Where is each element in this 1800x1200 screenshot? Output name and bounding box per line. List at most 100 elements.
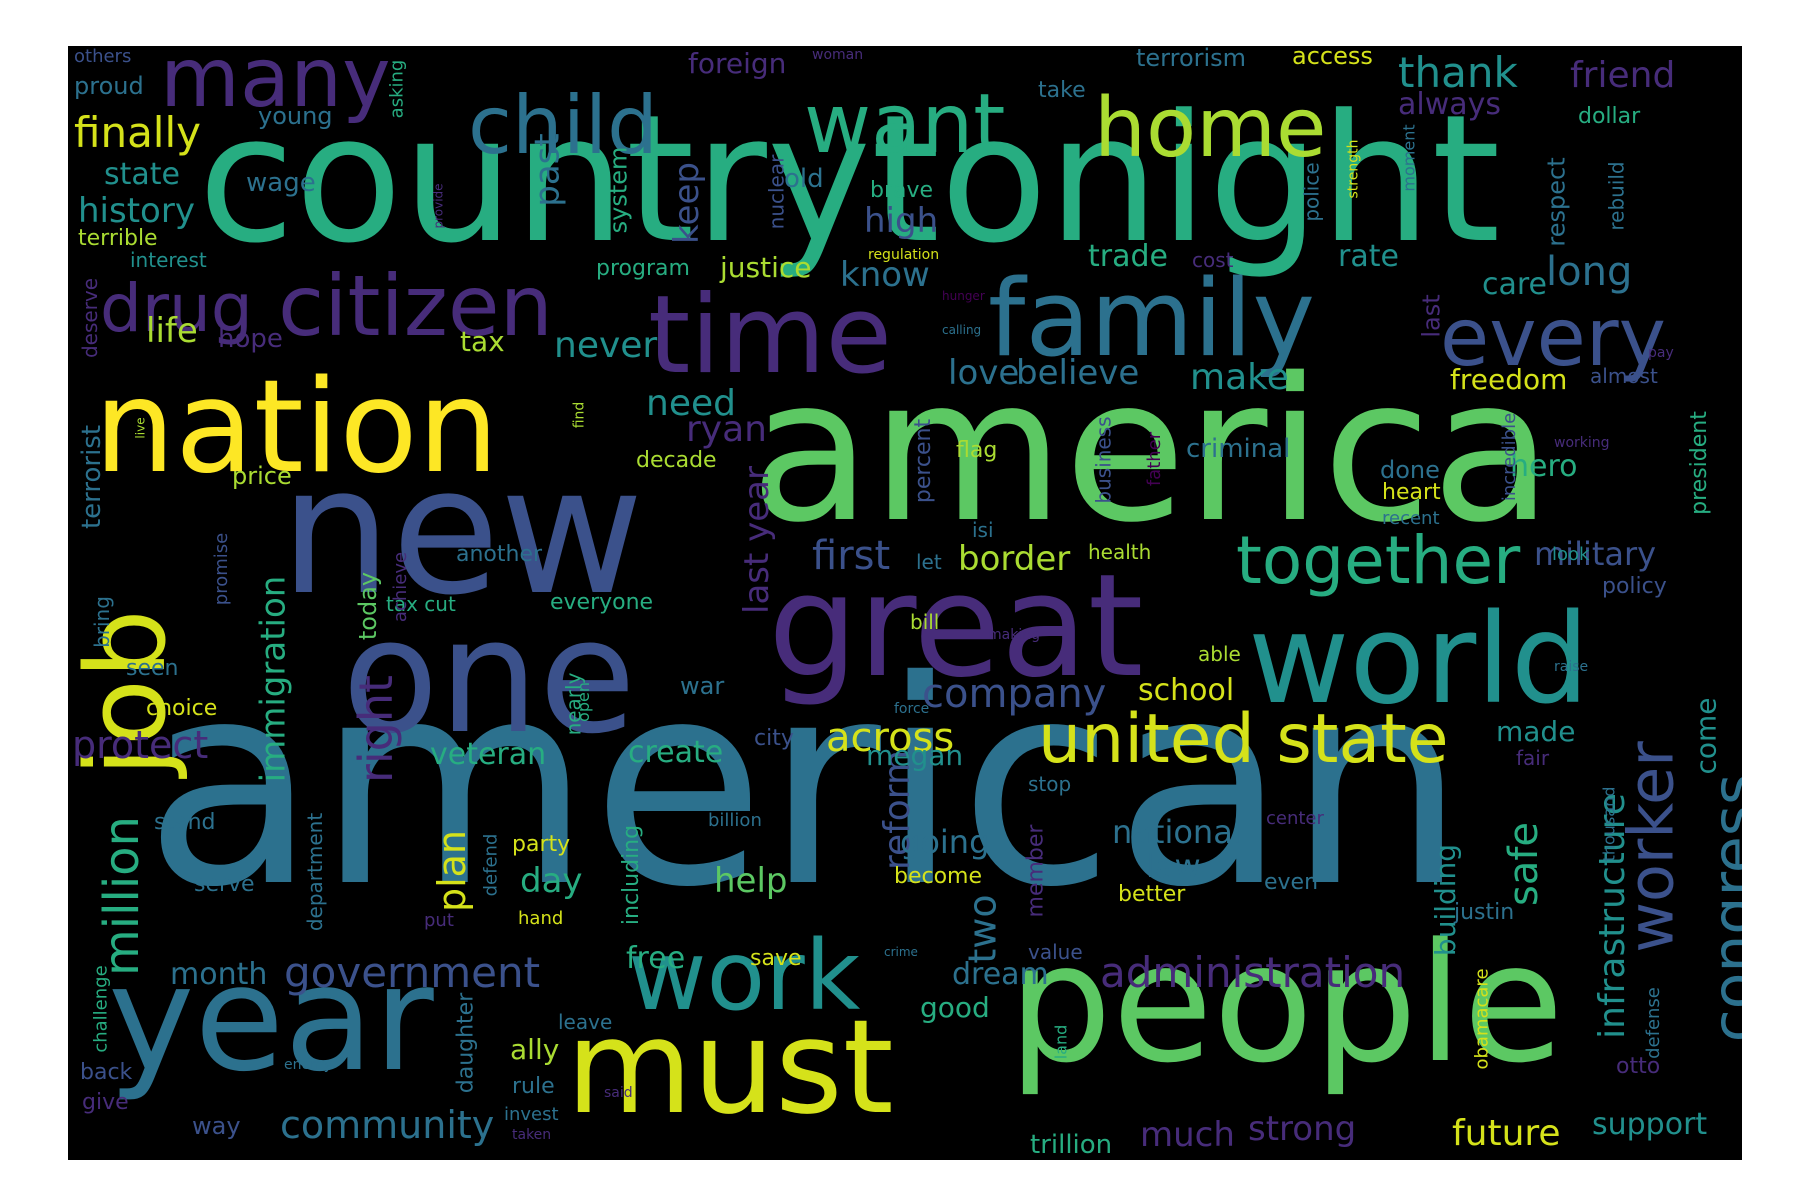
word-freedom: freedom <box>1450 363 1568 396</box>
word-rebuild: rebuild <box>1604 161 1629 231</box>
word-last: last <box>1417 294 1446 338</box>
word-dollar: dollar <box>1578 104 1641 129</box>
word-megan: megan <box>866 739 964 772</box>
word-including: including <box>619 824 645 926</box>
word-brave: brave <box>870 178 934 203</box>
word-serve: serve <box>194 872 255 897</box>
word-congress: congress <box>1699 773 1742 1043</box>
word-done: done <box>1380 456 1440 484</box>
word-company: company <box>922 671 1107 717</box>
word-stop: stop <box>1028 772 1072 796</box>
word-hand: hand <box>518 908 564 929</box>
word-center: center <box>1266 808 1324 829</box>
word-pay: pay <box>1648 345 1674 361</box>
word-good: good <box>920 991 990 1024</box>
word-tax-cut: tax cut <box>386 592 456 616</box>
word-administration: administration <box>1100 948 1406 997</box>
word-invest: invest <box>504 1104 559 1125</box>
word-provide: provide <box>431 183 446 229</box>
word-daughter: daughter <box>453 992 479 1094</box>
word-plan: plan <box>430 829 475 913</box>
word-support: support <box>1592 1107 1708 1142</box>
word-open: open <box>573 682 593 722</box>
word-terrible: terrible <box>78 226 158 251</box>
word-school: school <box>1138 673 1235 708</box>
word-finally: finally <box>74 108 202 157</box>
word-member: member <box>1023 824 1049 918</box>
word-achieve: achieve <box>390 551 412 623</box>
word-community: community <box>280 1103 495 1147</box>
word-promise: promise <box>211 532 233 606</box>
word-take: take <box>1038 78 1086 103</box>
word-veteran: veteran <box>430 737 547 772</box>
word-nation: nation <box>94 353 499 502</box>
word-crime: crime <box>884 945 918 959</box>
word-right: right <box>349 674 404 784</box>
word-come: come <box>1689 697 1723 775</box>
word-wage: wage <box>246 168 316 198</box>
word-cloud: american america countrytonight new peop… <box>68 46 1742 1160</box>
word-find: find <box>571 401 588 429</box>
word-new: new <box>280 429 644 634</box>
word-health: health <box>1088 540 1152 564</box>
word-time: time <box>648 273 893 398</box>
word-across: across <box>826 715 955 761</box>
word-calling: calling <box>942 323 982 337</box>
word-last-year: last year <box>737 466 777 614</box>
word-deserve: deserve <box>78 277 103 359</box>
word-able: able <box>1198 642 1241 666</box>
word-great: great <box>768 544 1144 709</box>
word-enemy: enemy <box>284 1057 333 1073</box>
word-million: million <box>93 816 150 976</box>
word-recent: recent <box>1382 508 1440 529</box>
word-isi: isi <box>972 518 994 542</box>
word-thank: thank <box>1398 48 1518 97</box>
word-nuclear: nuclear <box>764 154 789 230</box>
word-look: look <box>1552 544 1590 565</box>
word-must: must <box>566 991 894 1143</box>
word-obamacare: obamacare <box>1471 968 1493 1070</box>
word-rate: rate <box>1338 239 1399 274</box>
word-everyone: everyone <box>550 590 654 615</box>
word-made: made <box>1496 715 1576 748</box>
word-citizen: citizen <box>278 257 553 355</box>
word-make: make <box>1190 357 1289 398</box>
word-tax: tax <box>460 325 505 358</box>
word-police: police <box>1299 162 1324 222</box>
word-protect: protect <box>72 723 209 767</box>
word-long: long <box>1546 249 1633 295</box>
word-trillion: trillion <box>1030 1130 1113 1160</box>
word-defense: defense <box>1642 987 1664 1059</box>
word-city: city <box>754 726 794 751</box>
word-challenge: challenge <box>90 965 112 1053</box>
word-better: better <box>1118 882 1186 907</box>
word-ryan: ryan <box>686 409 767 450</box>
word-government: government <box>284 948 541 997</box>
word-thousand: thousand <box>1599 786 1619 862</box>
word-stand: stand <box>154 810 216 835</box>
word-cost: cost <box>1192 248 1234 272</box>
word-incredible: incredible <box>1499 412 1521 502</box>
word-almost: almost <box>1590 364 1658 388</box>
word-criminal: criminal <box>1186 434 1291 464</box>
word-hunger: hunger <box>942 289 985 303</box>
word-old: old <box>784 164 824 194</box>
word-bring: bring <box>89 596 114 648</box>
word-president: president <box>1686 411 1712 515</box>
word-immigration: immigration <box>253 575 294 783</box>
word-home: home <box>1094 81 1327 176</box>
word-today: today <box>354 571 383 641</box>
word-taken: taken <box>512 1127 552 1143</box>
word-father: father <box>1144 431 1166 487</box>
word-leave: leave <box>558 1010 613 1034</box>
word-friend: friend <box>1570 55 1676 96</box>
word-work: work <box>628 920 861 1032</box>
word-flag: flag <box>956 438 998 463</box>
word-safe: safe <box>1501 821 1548 907</box>
word-state: state <box>104 157 180 192</box>
word-history: history <box>78 191 195 231</box>
word-high: high <box>864 201 939 241</box>
word-help: help <box>714 861 788 901</box>
word-access: access <box>1292 46 1373 70</box>
word-percent: percent <box>911 418 937 504</box>
